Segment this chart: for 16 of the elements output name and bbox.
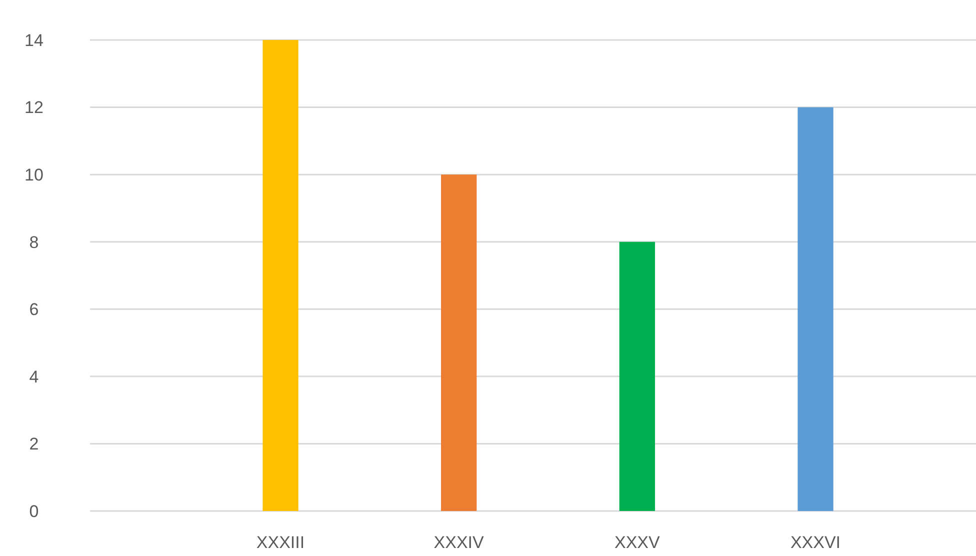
y-tick-label: 8 (29, 232, 39, 252)
bar (441, 174, 477, 511)
y-tick-label: 2 (29, 434, 39, 454)
x-tick-label: XXXV (614, 533, 661, 552)
y-tick-label: 0 (29, 502, 39, 521)
bar (798, 107, 834, 511)
x-tick-label: XXXIV (434, 533, 485, 552)
y-tick-label: 6 (29, 300, 39, 320)
x-tick-label: XXXIII (256, 533, 305, 552)
y-tick-label: 14 (24, 30, 44, 50)
y-tick-label: 12 (24, 98, 44, 118)
bar (619, 242, 655, 511)
x-tick-label: XXXVI (790, 533, 841, 552)
bar (262, 40, 298, 511)
y-tick-label: 10 (24, 166, 44, 185)
y-tick-label: 4 (29, 367, 39, 386)
